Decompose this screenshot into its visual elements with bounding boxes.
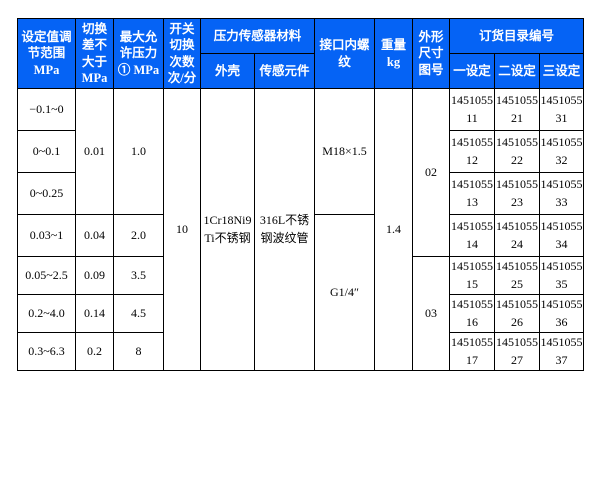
table-row: 0.03~1 0.04 2.0 G1/4″ 1451055 14 1451055… (17, 214, 585, 371)
cell-max-pressure: 3.5 (113, 256, 164, 295)
header-order-catalog: 订货目录编号 (449, 18, 585, 54)
cell-set-range: 0~0.25 (17, 172, 76, 215)
header-switch-diff: 切换差不大于 MPa (75, 18, 114, 89)
cell-set-range: 0.03~1 (17, 214, 76, 257)
cell-switch-diff: 0.01 (75, 88, 114, 215)
header-max-pressure: 最大允许压力① MPa (113, 18, 164, 89)
cell-order-3: 1451055 31 (539, 88, 585, 131)
table-body: −0.1~0 0.01 1.0 10 1Cr18Ni9Ti不锈钢 316L不锈钢… (17, 88, 585, 371)
cell-shell-material: 1Cr18Ni9Ti不锈钢 (200, 88, 255, 371)
cell-switch-diff: 0.14 (75, 294, 114, 333)
header-sensor-material: 压力传感器材料 (199, 18, 316, 54)
table-row: −0.1~0 0.01 1.0 10 1Cr18Ni9Ti不锈钢 316L不锈钢… (17, 88, 585, 371)
table-row: 0~0.25 1451055 13 1451055 23 1451055 33 (17, 172, 585, 215)
cell-set-range: 0.3~6.3 (17, 332, 76, 371)
cell-order-1: 1451055 14 (449, 214, 496, 257)
cell-thread-lower: G1/4″ (314, 214, 376, 371)
cell-order-2: 1451055 26 (494, 294, 541, 333)
cell-order-2: 1451055 23 (494, 172, 541, 215)
cell-order-1: 1451055 16 (449, 294, 496, 333)
cell-order-3: 1451055 36 (539, 294, 585, 333)
header-sensor-element: 传感元件 (253, 53, 316, 89)
cell-max-pressure: 8 (113, 332, 164, 371)
cell-set-range: 0~0.1 (17, 130, 76, 173)
header-weight: 重量 kg (374, 18, 414, 89)
cell-order-3: 1451055 32 (539, 130, 585, 173)
cell-order-3: 1451055 33 (539, 172, 585, 215)
cell-switch-diff: 0.2 (75, 332, 114, 371)
header-drawing-number: 外形尺寸图号 (412, 18, 451, 89)
header-thread: 接口内螺纹 (314, 18, 376, 89)
cell-element-material: 316L不锈钢波纹管 (253, 88, 316, 371)
cell-order-2: 1451055 25 (494, 256, 541, 295)
header-row-1: 设定值调节范围 MPa 切换差不大于 MPa 最大允许压力① MPa 开关切换次… (17, 18, 585, 89)
cell-order-3: 1451055 34 (539, 214, 585, 257)
cell-set-range: 0.05~2.5 (17, 256, 76, 295)
cell-set-range: −0.1~0 (17, 88, 76, 131)
cell-drawing-lower: 03 (412, 256, 451, 371)
cell-max-pressure: 1.0 (113, 88, 164, 215)
table-row: 0~0.1 1451055 12 1451055 22 1451055 32 (17, 130, 585, 173)
cell-order-2: 1451055 21 (494, 88, 541, 131)
cell-order-2: 1451055 22 (494, 130, 541, 173)
cell-order-2: 1451055 24 (494, 214, 541, 257)
table-row: 0.3~6.3 0.2 8 1451055 17 1451055 27 1451… (17, 332, 585, 371)
cell-order-1: 1451055 17 (449, 332, 496, 371)
cell-thread-upper: M18×1.5 (314, 88, 376, 215)
header-set-range: 设定值调节范围 MPa (17, 18, 76, 89)
cell-set-range: 0.2~4.0 (17, 294, 76, 333)
table-header: 设定值调节范围 MPa 切换差不大于 MPa 最大允许压力① MPa 开关切换次… (17, 18, 585, 89)
cell-switch-diff: 0.09 (75, 256, 114, 295)
cell-switch-frequency: 10 (163, 88, 201, 371)
cell-order-3: 1451055 37 (539, 332, 585, 371)
cell-order-3: 1451055 35 (539, 256, 585, 295)
cell-order-2: 1451055 27 (494, 332, 541, 371)
cell-order-1: 1451055 12 (449, 130, 496, 173)
header-order-set-1: 一设定 (449, 53, 496, 89)
table-row: 0.05~2.5 0.09 3.5 03 1451055 15 1451055 … (17, 256, 585, 371)
cell-max-pressure: 2.0 (113, 214, 164, 257)
cell-order-1: 1451055 13 (449, 172, 496, 215)
cell-max-pressure: 4.5 (113, 294, 164, 333)
header-order-set-3: 三设定 (539, 53, 585, 89)
cell-switch-diff: 0.04 (75, 214, 114, 257)
header-order-set-2: 二设定 (494, 53, 541, 89)
header-switch-frequency: 开关切换次数 次/分 (163, 18, 201, 89)
table-row: 0.2~4.0 0.14 4.5 1451055 16 1451055 26 1… (17, 294, 585, 333)
cell-drawing-upper: 02 (412, 88, 451, 257)
cell-order-1: 1451055 15 (449, 256, 496, 295)
cell-weight: 1.4 (374, 88, 414, 371)
cell-order-1: 1451055 11 (449, 88, 496, 131)
header-row-2: 外壳 传感元件 一设定 二设定 三设定 (18, 53, 585, 89)
pressure-switch-spec-table: 设定值调节范围 MPa 切换差不大于 MPa 最大允许压力① MPa 开关切换次… (17, 18, 585, 371)
header-sensor-shell: 外壳 (200, 53, 255, 89)
